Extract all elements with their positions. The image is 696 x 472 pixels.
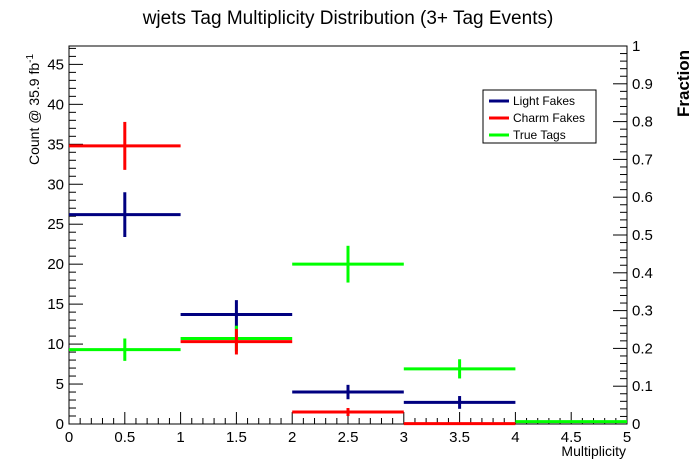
y2-tick-label: 0.8 bbox=[632, 114, 653, 131]
y2-tick-label: 0 bbox=[632, 416, 640, 433]
data-series bbox=[69, 121, 627, 426]
y-tick-label: 15 bbox=[47, 296, 64, 313]
y2-axis-title: Fraction bbox=[674, 50, 693, 117]
y-axis-title-main: Count @ 35.9 fb bbox=[26, 63, 42, 165]
x-tick-label: 5 bbox=[623, 429, 631, 446]
y-axis-title: Count @ 35.9 fb-1 bbox=[25, 53, 42, 165]
y-tick-label: 5 bbox=[56, 376, 64, 393]
y-axis-right: 0 0.1 0.2 0.3 0.4 0.5 0.6 0.7 0.8 0.9 1 bbox=[613, 38, 653, 433]
y2-tick-label: 0.9 bbox=[632, 76, 653, 93]
y-axis-left: 0 5 10 15 20 25 30 35 40 45 bbox=[47, 47, 83, 433]
legend-label: Charm Fakes bbox=[513, 111, 585, 125]
y-axis-title-superscript: -1 bbox=[25, 53, 36, 62]
x-tick-label: 2.5 bbox=[338, 429, 359, 446]
legend-label: True Tags bbox=[513, 128, 566, 142]
y2-tick-label: 0.3 bbox=[632, 303, 653, 320]
y-tick-label: 10 bbox=[47, 336, 64, 353]
y-tick-label: 30 bbox=[47, 176, 64, 193]
y-tick-label: 45 bbox=[47, 56, 64, 73]
y2-tick-label: 0.5 bbox=[632, 227, 653, 244]
x-tick-label: 4 bbox=[511, 429, 519, 446]
y-tick-label: 20 bbox=[47, 256, 64, 273]
x-axis-title: Multiplicity bbox=[561, 443, 626, 459]
y2-tick-label: 0.6 bbox=[632, 189, 653, 206]
series-light-fakes bbox=[69, 192, 516, 409]
y-tick-label: 35 bbox=[47, 136, 64, 153]
x-tick-label: 1 bbox=[176, 429, 184, 446]
y-tick-label: 40 bbox=[47, 96, 64, 113]
x-tick-label: 3 bbox=[400, 429, 408, 446]
legend-label: Light Fakes bbox=[513, 94, 575, 108]
chart-title: wjets Tag Multiplicity Distribution (3+ … bbox=[142, 8, 554, 29]
x-tick-label: 0.5 bbox=[114, 429, 135, 446]
x-tick-label: 2 bbox=[288, 429, 296, 446]
legend: Light Fakes Charm Fakes True Tags bbox=[482, 89, 597, 144]
y-tick-label: 25 bbox=[47, 216, 64, 233]
x-axis: 0 0.5 1 1.5 2 2.5 3 3.5 4 4.5 5 bbox=[65, 412, 631, 446]
y2-tick-label: 1 bbox=[632, 38, 640, 55]
x-tick-label: 3.5 bbox=[449, 429, 470, 446]
y2-tick-label: 0.2 bbox=[632, 340, 653, 357]
x-tick-label: 0 bbox=[65, 429, 73, 446]
y2-tick-label: 0.1 bbox=[632, 378, 653, 395]
y2-tick-label: 0.4 bbox=[632, 265, 653, 282]
x-tick-label: 4.5 bbox=[561, 429, 582, 446]
x-tick-label: 1.5 bbox=[226, 429, 247, 446]
series-charm-fakes bbox=[69, 121, 516, 426]
y2-tick-label: 0.7 bbox=[632, 151, 653, 168]
y-tick-label: 0 bbox=[56, 416, 64, 433]
